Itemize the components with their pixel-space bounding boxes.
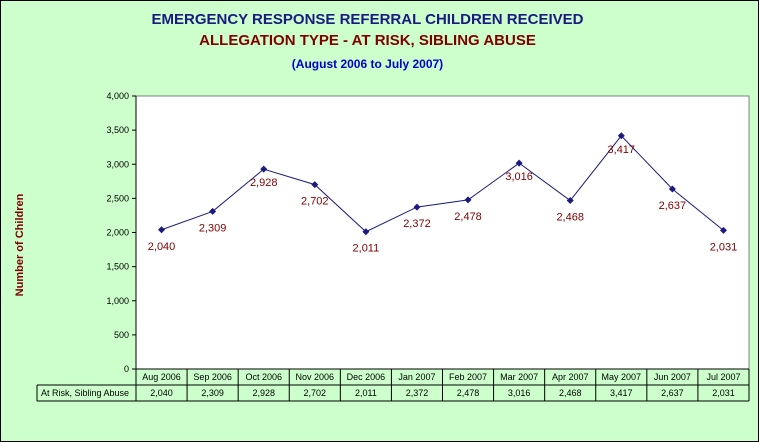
data-label: 2,040 — [148, 241, 176, 253]
table-value-cell: 2,928 — [252, 388, 275, 398]
table-value-cell: 2,011 — [355, 388, 377, 398]
data-label: 2,468 — [556, 212, 584, 224]
data-point-marker — [515, 159, 523, 167]
table-value-cell: 2,372 — [406, 388, 429, 398]
table-value-cell: 2,468 — [559, 388, 582, 398]
table-value-cell: 2,031 — [712, 388, 735, 398]
data-point-marker — [617, 132, 625, 140]
data-point-marker — [311, 181, 319, 189]
y-tick-label: 500 — [114, 330, 129, 340]
data-label: 2,309 — [199, 222, 227, 234]
y-tick-label: 3,000 — [106, 159, 129, 169]
x-category-label: Jan 2007 — [398, 372, 435, 382]
series-line — [161, 135, 724, 233]
x-category-label: Dec 2006 — [347, 372, 386, 382]
data-label: 2,372 — [403, 218, 431, 230]
x-category-label: Apr 2007 — [552, 372, 589, 382]
data-point-marker — [260, 165, 268, 173]
data-point-marker — [413, 203, 421, 211]
data-label: 2,478 — [454, 211, 482, 223]
data-label: 3,417 — [608, 144, 636, 156]
y-tick-label: 4,000 — [106, 91, 129, 101]
table-value-cell: 2,637 — [661, 388, 684, 398]
data-label: 2,031 — [710, 241, 738, 253]
x-category-label: Oct 2006 — [245, 372, 282, 382]
data-point-marker — [668, 185, 676, 193]
data-label: 2,011 — [353, 243, 380, 255]
data-point-marker — [719, 226, 727, 234]
table-value-cell: 3,417 — [610, 388, 633, 398]
table-value-cell: 2,309 — [201, 388, 224, 398]
x-category-label: Feb 2007 — [449, 372, 487, 382]
data-label: 2,702 — [301, 196, 329, 208]
data-label: 3,016 — [505, 171, 533, 183]
x-category-label: Sep 2006 — [193, 372, 232, 382]
data-point-marker — [464, 196, 472, 204]
table-series-name: At Risk, Sibling Abuse — [41, 388, 129, 398]
table-value-cell: 2,702 — [304, 388, 327, 398]
data-point-marker — [158, 226, 166, 234]
data-point-marker — [566, 197, 574, 205]
chart-period: (August 2006 to July 2007) — [291, 57, 444, 71]
plot-area — [135, 95, 750, 370]
data-label: 2,637 — [659, 200, 687, 212]
chart-title: EMERGENCY RESPONSE REFERRAL CHILDREN REC… — [151, 11, 584, 28]
y-tick-label: 3,500 — [106, 125, 129, 135]
data-point-marker — [362, 228, 370, 236]
y-tick-label: 0 — [124, 364, 129, 374]
y-tick-label: 1,500 — [106, 262, 129, 272]
x-category-label: May 2007 — [602, 372, 642, 382]
x-category-label: Jul 2007 — [706, 372, 740, 382]
x-category-label: Jun 2007 — [654, 372, 691, 382]
y-tick-label: 2,500 — [106, 193, 129, 203]
table-value-cell: 2,478 — [457, 388, 480, 398]
chart-subtitle: ALLEGATION TYPE - AT RISK, SIBLING ABUSE — [199, 32, 536, 49]
table-value-cell: 2,040 — [150, 388, 173, 398]
y-tick-label: 1,000 — [106, 296, 129, 306]
x-category-label: Aug 2006 — [142, 372, 181, 382]
y-tick-label: 2,000 — [106, 228, 129, 238]
x-category-label: Mar 2007 — [500, 372, 538, 382]
data-point-marker — [209, 207, 217, 215]
table-value-cell: 3,016 — [508, 388, 531, 398]
x-category-label: Nov 2006 — [296, 372, 335, 382]
data-label: 2,928 — [250, 177, 278, 189]
